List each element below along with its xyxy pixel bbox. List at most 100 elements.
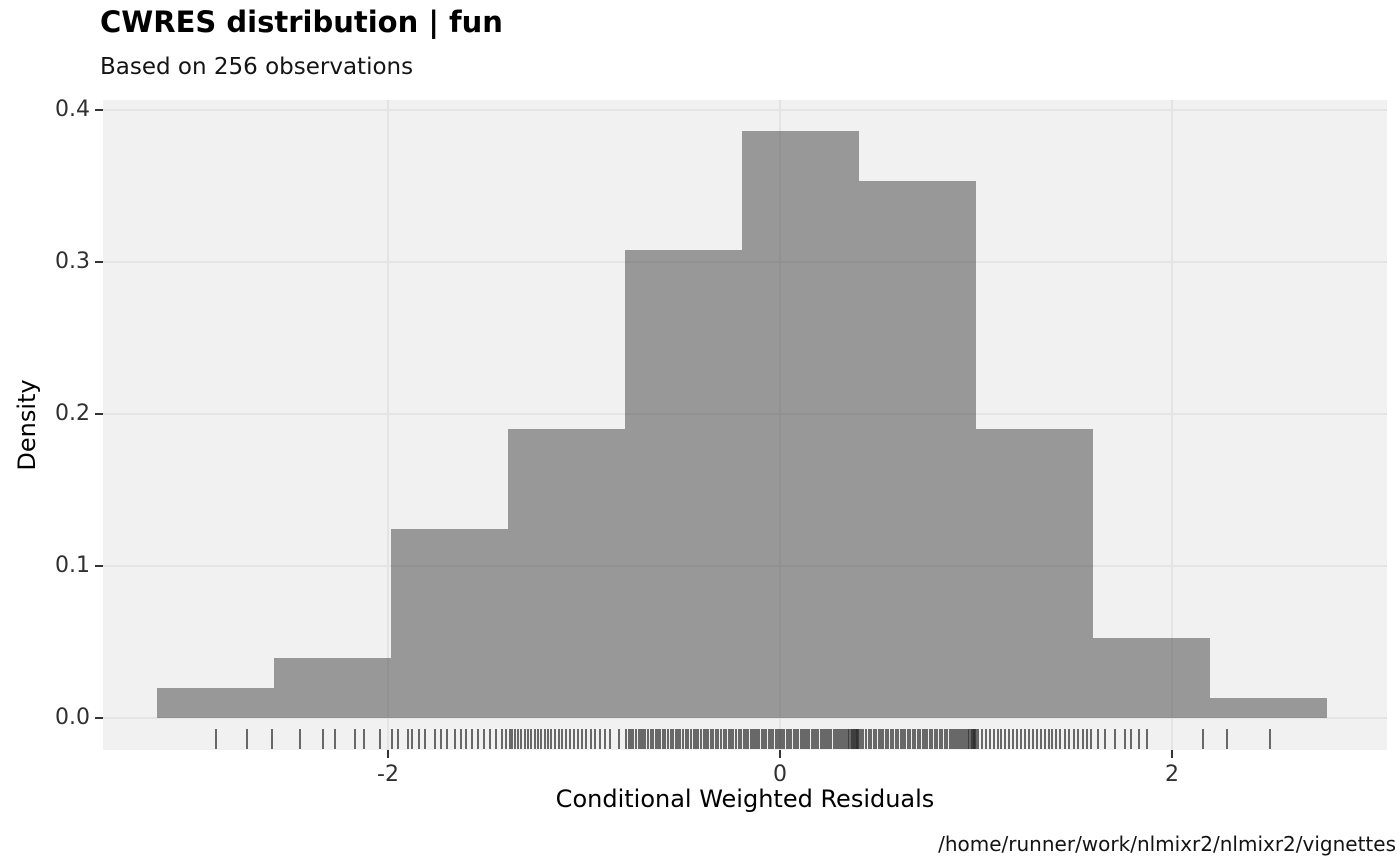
rug-tick — [877, 729, 880, 749]
rug-tick — [1137, 729, 1140, 749]
rug-tick — [637, 729, 640, 749]
rug-tick — [271, 729, 274, 749]
rug-tick — [846, 729, 849, 749]
rug-tick — [817, 729, 820, 749]
rug-tick — [557, 729, 560, 749]
histogram-bar — [274, 658, 392, 718]
rug-tick — [977, 729, 980, 749]
rug-tick — [955, 729, 958, 749]
rug-tick — [1059, 729, 1062, 749]
rug-tick — [651, 729, 654, 749]
histogram-bar — [625, 250, 742, 718]
rug-tick — [1085, 729, 1088, 749]
rug-tick — [732, 729, 735, 749]
rug-tick — [969, 729, 972, 749]
rug-tick — [1104, 729, 1107, 749]
rug-tick — [630, 729, 633, 749]
rug-tick — [810, 729, 813, 749]
rug-tick — [1225, 729, 1228, 749]
rug-tick — [657, 729, 660, 749]
rug-tick — [681, 729, 684, 749]
y-tick-label: 0.1 — [55, 553, 90, 578]
rug-tick — [514, 729, 517, 749]
rug-tick — [911, 729, 914, 749]
rug-tick — [834, 729, 837, 749]
rug-tick — [887, 729, 890, 749]
rug-tick — [581, 729, 584, 749]
rug-tick — [742, 729, 745, 749]
rug-tick — [963, 729, 966, 749]
rug-tick — [821, 729, 824, 749]
rug-tick — [1096, 729, 1099, 749]
rug-tick — [760, 729, 763, 749]
rug-tick — [609, 729, 612, 749]
rug-tick — [1047, 729, 1050, 749]
rug-tick — [804, 729, 807, 749]
rug-tick — [965, 729, 968, 749]
rug-tick — [867, 729, 870, 749]
rug-tick — [418, 729, 421, 749]
rug-tick — [744, 729, 747, 749]
rug-tick — [892, 729, 895, 749]
rug-tick — [849, 729, 852, 749]
rug-tick — [830, 729, 833, 749]
rug-tick — [353, 729, 356, 749]
rug-tick — [836, 729, 839, 749]
rug-tick — [819, 729, 822, 749]
rug-tick — [851, 729, 854, 749]
rug-tick — [959, 729, 962, 749]
rug-tick — [787, 729, 790, 749]
rug-tick — [530, 729, 533, 749]
rug-tick — [439, 729, 442, 749]
rug-tick — [710, 729, 713, 749]
rug-tick — [406, 729, 409, 749]
gridline-horizontal — [103, 261, 1387, 263]
histogram-bar — [976, 429, 1093, 718]
rug-tick — [970, 729, 973, 749]
rug-tick — [756, 729, 759, 749]
rug-tick — [799, 729, 802, 749]
rug-tick — [933, 729, 936, 749]
rug-tick — [471, 729, 474, 749]
histogram-bar — [741, 131, 859, 718]
rug-tick — [661, 729, 664, 749]
rug-tick — [539, 729, 542, 749]
rug-tick — [794, 729, 797, 749]
rug-tick — [938, 729, 941, 749]
rug-tick — [214, 729, 217, 749]
rug-tick — [792, 729, 795, 749]
rug-tick — [508, 729, 511, 749]
rug-tick — [717, 729, 720, 749]
rug-tick — [941, 729, 944, 749]
rug-tick — [758, 729, 761, 749]
rug-tick — [644, 729, 647, 749]
rug-tick — [953, 729, 956, 749]
rug-tick — [840, 729, 843, 749]
rug-tick — [1035, 729, 1038, 749]
rug-tick — [1068, 729, 1071, 749]
rug-tick — [785, 729, 788, 749]
y-axis-tick — [95, 565, 103, 567]
rug-tick — [664, 729, 667, 749]
rug-tick — [1073, 729, 1075, 749]
rug-tick — [1039, 729, 1042, 749]
y-axis-tick — [95, 717, 103, 719]
rug-tick — [774, 729, 777, 749]
x-axis-title: Conditional Weighted Residuals — [555, 785, 935, 813]
rug-tick — [1123, 729, 1126, 749]
rug-tick — [914, 729, 917, 749]
rug-tick — [882, 729, 885, 749]
rug-tick — [704, 729, 707, 749]
rug-tick — [765, 729, 768, 749]
histogram-bar — [508, 429, 626, 718]
rug-tick — [1064, 729, 1067, 749]
histogram-bar — [157, 688, 275, 718]
rug-tick — [945, 729, 948, 749]
rug-tick — [770, 729, 773, 749]
y-axis-tick — [95, 413, 103, 415]
rug-tick — [714, 729, 717, 749]
rug-tick — [902, 729, 905, 749]
rug-tick — [1076, 729, 1079, 749]
rug-tick — [844, 729, 847, 749]
x-tick-label: 0 — [773, 762, 787, 787]
